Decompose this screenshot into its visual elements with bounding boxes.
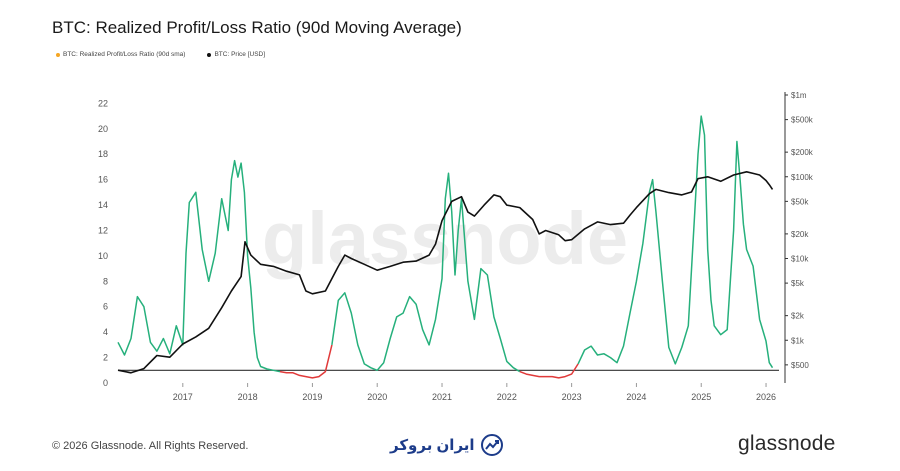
legend-item-ratio[interactable]: BTC: Realized Profit/Loss Ratio (90d sma… [56,51,185,58]
y-right-tick-label: $1m [791,91,807,100]
y-left-tick-label: 2 [103,353,108,363]
y-left-tick-label: 22 [98,98,108,108]
legend-ratio-label: BTC: Realized Profit/Loss Ratio (90d sma… [63,51,186,58]
legend-price-label: BTC: Price [USD] [214,51,266,58]
y-right-tick-label: $5k [791,279,805,288]
iranbroker-brand-text: ایران بروکر [390,437,475,454]
y-right-tick-label: $100k [791,173,814,182]
x-tick-label: 2021 [432,392,452,402]
y-right-tick-label: $500 [791,361,809,370]
y-right-tick-label: $200k [791,148,814,157]
ratio-profit-line [577,115,774,369]
y-left-tick-label: 6 [103,302,108,312]
x-tick-label: 2022 [497,392,517,402]
y-right-tick-label: $10k [791,255,809,264]
y-left-tick-label: 0 [103,378,108,388]
copyright-text: © 2026 Glassnode. All Rights Reserved. [52,440,249,452]
y-right-tick-label: $500k [791,116,814,125]
price-line [117,171,774,374]
chart-area[interactable]: glassnode 0246810121416182022$500$1k$2k$… [0,0,900,430]
x-tick-label: 2023 [562,392,582,402]
x-tick-label: 2017 [173,392,193,402]
legend-item-price[interactable]: BTC: Price [USD] [207,51,265,58]
iranbroker-logo: ایران بروکر [390,434,503,456]
x-tick-label: 2024 [626,392,646,402]
ratio-loss-line [279,344,333,379]
y-left-tick-label: 14 [98,200,108,210]
legend-price-dot-icon [207,52,212,57]
x-tick-label: 2019 [302,392,322,402]
chart-title: BTC: Realized Profit/Loss Ratio (90d Mov… [52,18,462,37]
legend-ratio-dot-icon [56,52,60,57]
y-left-tick-label: 12 [98,225,108,235]
y-left-tick-label: 16 [98,175,108,185]
series-group [117,115,774,379]
x-tick-label: 2020 [367,392,387,402]
y-left-tick-label: 18 [98,149,108,159]
ratio-loss-line [519,363,579,379]
x-tick-label: 2018 [238,392,258,402]
x-tick-label: 2026 [756,392,776,402]
y-right-tick-label: $20k [791,230,809,239]
y-left-tick-label: 20 [98,124,108,134]
y-right-tick-label: $50k [791,197,809,206]
y-left-tick-label: 8 [103,276,108,286]
ratio-profit-line [117,159,281,373]
y-left-tick-label: 4 [103,327,108,337]
y-right-tick-label: $2k [791,312,805,321]
axes-group: 0246810121416182022$500$1k$2k$5k$10k$20k… [98,91,814,402]
legend: BTC: Realized Profit/Loss Ratio (90d sma… [56,51,265,58]
x-tick-label: 2025 [691,392,711,402]
trend-chart-icon [480,434,503,456]
glassnode-logo: glassnode [738,432,836,455]
y-right-tick-label: $1k [791,336,805,345]
ratio-profit-line [331,172,521,373]
y-left-tick-label: 10 [98,251,108,261]
